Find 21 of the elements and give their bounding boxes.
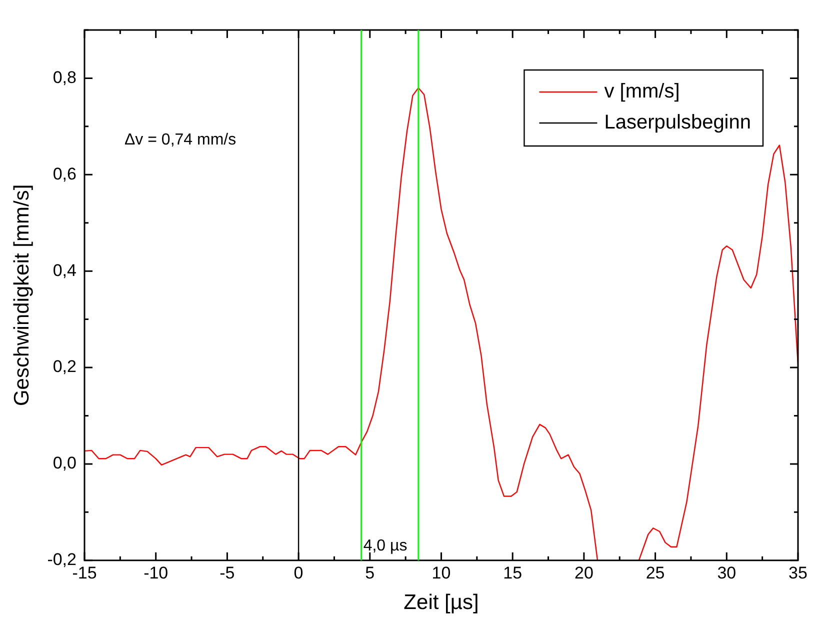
y-tick-label: 0,4 [52,260,76,280]
x-tick-label: 0 [294,563,304,582]
x-tick-label: 20 [574,563,594,582]
x-tick-label: 5 [365,563,375,582]
y-tick-label: 0,8 [52,68,76,87]
x-tick-label: 25 [646,563,665,582]
y-tick-label: 0,2 [52,357,76,376]
annotation: Δv = 0,74 mm/s [124,131,236,148]
x-tick-label: 15 [503,563,522,582]
ref-line-label: Laserpulsbeginn [604,112,752,134]
y-tick-label: 0,0 [52,454,76,473]
y-tick-label: 0,6 [52,164,76,184]
x-tick-label: 30 [717,563,736,582]
y-axis-title: Geschwindigkeit [mm/s] [10,184,34,406]
x-tick-label: 10 [432,563,451,582]
x-axis-title: Zeit [µs] [404,591,479,614]
x-tick-label: 35 [788,563,808,582]
legend-label: v [mm/s] [604,80,680,103]
annotation: 4,0 µs [363,537,408,554]
x-tick-label: -5 [220,563,235,582]
x-tick-label: -10 [144,563,168,582]
